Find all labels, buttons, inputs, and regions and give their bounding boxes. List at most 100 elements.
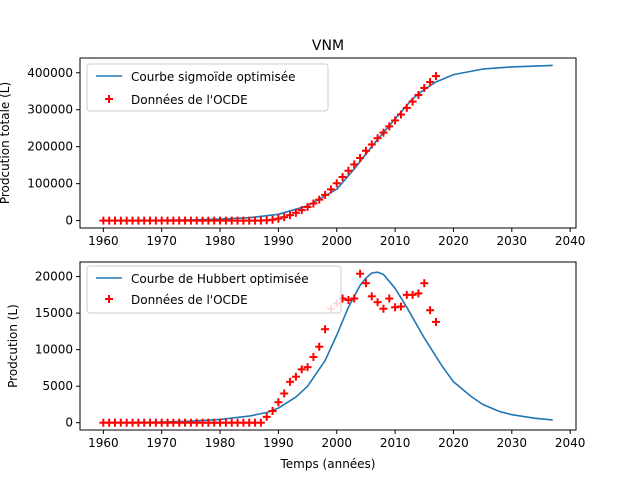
bottom-x-axis: 1960 1970 1980 1990 2000 2010 2020 2030 2040 — [88, 430, 585, 450]
bottom-panel: 1960 1970 1980 1990 2000 2010 2020 2030 2040 0 50… — [6, 261, 585, 471]
bottom-legend-box — [86, 265, 342, 314]
bottom-y-axis: 0 5000 10000 15000 20000 — [35, 270, 80, 430]
bottom-data-point — [274, 398, 283, 407]
bottom-data-point — [309, 352, 318, 361]
figure-title: VNM — [312, 38, 344, 54]
top-x-tick-label: 1980 — [205, 234, 236, 248]
top-data-point — [303, 202, 312, 211]
bottom-legend-marker-label: Données de l'OCDE — [131, 293, 248, 307]
bottom-legend-line-label: Courbe de Hubbert optimisée — [131, 272, 309, 286]
bottom-x-tick-label: 2040 — [555, 436, 586, 450]
bottom-data-point — [367, 292, 376, 301]
top-legend-line-label: Courbe sigmoïde optimisée — [131, 70, 296, 84]
top-plot-area — [99, 64, 553, 225]
top-x-axis: 1960 1970 1980 1990 2000 2010 2020 2030 2040 — [88, 228, 585, 248]
top-scatter-series — [99, 72, 440, 225]
top-data-point — [280, 213, 289, 222]
top-y-tick-label: 0 — [65, 214, 73, 228]
top-x-tick-label: 2010 — [380, 234, 411, 248]
top-data-point — [274, 214, 283, 223]
bottom-data-point — [286, 377, 295, 386]
top-data-point — [268, 215, 277, 224]
bottom-data-point — [396, 302, 405, 311]
bottom-legend-marker-swatch — [105, 295, 113, 303]
top-data-point — [391, 116, 400, 125]
top-axes-frame — [79, 57, 577, 229]
top-data-point — [291, 208, 300, 217]
top-data-point — [385, 122, 394, 131]
top-legend-box — [86, 63, 329, 112]
top-data-point — [367, 140, 376, 149]
bottom-data-point — [431, 317, 440, 326]
bottom-data-point — [256, 418, 265, 427]
bottom-data-point — [361, 279, 370, 288]
bottom-data-point — [408, 290, 417, 299]
bottom-data-point — [268, 407, 277, 416]
bottom-y-tick-label: 10000 — [35, 343, 73, 357]
top-data-point — [431, 72, 440, 81]
bottom-data-point — [420, 279, 429, 288]
top-x-tick-label: 1960 — [88, 234, 119, 248]
top-data-point — [286, 211, 295, 220]
bottom-x-tick-label: 1990 — [263, 436, 294, 450]
top-data-point — [338, 173, 347, 181]
top-y-tick-label: 400000 — [27, 66, 73, 80]
bottom-x-tick-label: 1970 — [146, 436, 177, 450]
bottom-data-point — [350, 294, 359, 303]
bottom-data-point — [426, 306, 435, 315]
bottom-data-point — [291, 372, 300, 381]
bottom-data-point — [373, 298, 382, 307]
bottom-y-tick-label: 15000 — [35, 306, 73, 320]
bottom-y-axis-label: Prodcution (L) — [6, 304, 20, 388]
top-data-point — [361, 146, 370, 155]
bottom-data-point — [280, 389, 289, 398]
top-x-tick-label: 2000 — [321, 234, 352, 248]
top-data-point — [426, 78, 435, 87]
bottom-data-point — [321, 325, 330, 334]
bottom-x-tick-label: 1960 — [88, 436, 119, 450]
bottom-y-tick-label: 5000 — [42, 379, 73, 393]
top-y-tick-label: 300000 — [27, 103, 73, 117]
top-x-tick-label: 2030 — [497, 234, 528, 248]
bottom-data-point — [379, 304, 388, 313]
bottom-data-point — [356, 269, 365, 278]
top-y-tick-label: 200000 — [27, 140, 73, 154]
top-x-tick-label: 2040 — [555, 234, 586, 248]
bottom-data-point — [315, 342, 324, 351]
bottom-x-tick-label: 2000 — [321, 436, 352, 450]
bottom-x-tick-label: 2030 — [497, 436, 528, 450]
top-legend-marker-label: Données de l'OCDE — [131, 93, 248, 107]
bottom-axes-frame — [79, 261, 577, 431]
top-data-point — [332, 179, 341, 188]
top-x-tick-label: 1990 — [263, 234, 294, 248]
top-data-point — [408, 97, 417, 106]
bottom-legend: Courbe de Hubbert optimisée Données de l… — [86, 265, 342, 314]
top-data-point — [297, 206, 306, 215]
top-y-tick-label: 100000 — [27, 177, 73, 191]
bottom-y-tick-label: 0 — [65, 416, 73, 430]
bottom-data-point — [344, 295, 353, 304]
top-x-tick-label: 2020 — [438, 234, 469, 248]
bottom-x-tick-label: 1980 — [205, 436, 236, 450]
top-legend: Courbe sigmoïde optimisée Données de l'O… — [86, 63, 329, 112]
bottom-data-point — [385, 294, 394, 303]
top-data-point — [396, 110, 405, 119]
bottom-data-point — [262, 412, 271, 421]
top-data-point — [420, 83, 429, 92]
bottom-data-point — [303, 363, 312, 372]
bottom-data-point — [414, 289, 423, 298]
top-data-point — [379, 128, 388, 137]
top-data-point — [373, 134, 382, 143]
top-data-point — [309, 199, 318, 208]
top-legend-marker-swatch — [105, 95, 113, 103]
top-panel: 1960 1970 1980 1990 2000 2010 2020 2030 2040 0 10… — [0, 57, 585, 248]
top-y-axis-label: Prodcution totale (L) — [0, 82, 12, 204]
top-data-point — [321, 190, 330, 199]
top-data-point — [402, 103, 411, 112]
top-y-axis: 0 100000 200000 300000 400000 — [27, 66, 80, 228]
top-x-tick-label: 1970 — [146, 234, 177, 248]
top-data-point — [315, 195, 324, 204]
bottom-x-tick-label: 2010 — [380, 436, 411, 450]
bottom-x-axis-label: Temps (années) — [280, 457, 376, 471]
bottom-x-tick-label: 2020 — [438, 436, 469, 450]
